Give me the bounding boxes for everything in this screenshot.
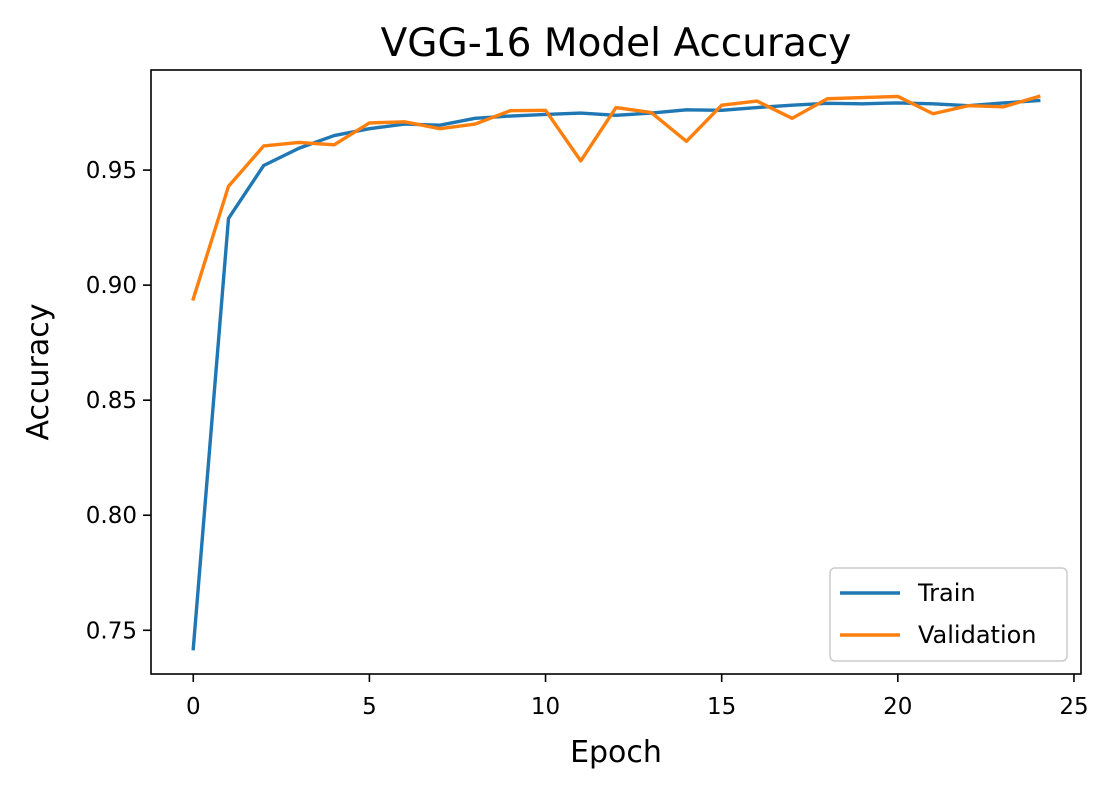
y-tick-label: 0.75	[86, 618, 137, 644]
x-tick-label: 15	[707, 694, 736, 720]
y-axis-label: Accuracy	[21, 304, 56, 441]
x-tick-label: 20	[883, 694, 912, 720]
series-layer	[191, 94, 1041, 651]
x-tick-label: 5	[362, 694, 377, 720]
legend-label-train: Train	[917, 579, 976, 607]
legend-box	[829, 567, 1068, 662]
chart-title: VGG-16 Model Accuracy	[381, 21, 852, 66]
x-axis-label: Epoch	[570, 735, 662, 770]
y-tick-label: 0.85	[86, 388, 137, 414]
x-tick-label: 10	[531, 694, 560, 720]
plot-frame	[150, 69, 1082, 675]
legend-label-validation: Validation	[918, 621, 1037, 649]
x-tick-label: 25	[1059, 694, 1088, 720]
y-tick-label: 0.80	[86, 503, 137, 529]
y-tick-label: 0.90	[86, 273, 137, 299]
series-line-train	[191, 98, 1041, 651]
legend: Train Validation	[829, 567, 1068, 662]
x-tick-label: 0	[186, 694, 201, 720]
ticks-layer: 0 5 10 15 20 25 0.75 0.80 0.85 0.90 0.95	[86, 158, 1089, 720]
series-line-validation	[191, 94, 1041, 302]
y-tick-label: 0.95	[86, 158, 137, 184]
